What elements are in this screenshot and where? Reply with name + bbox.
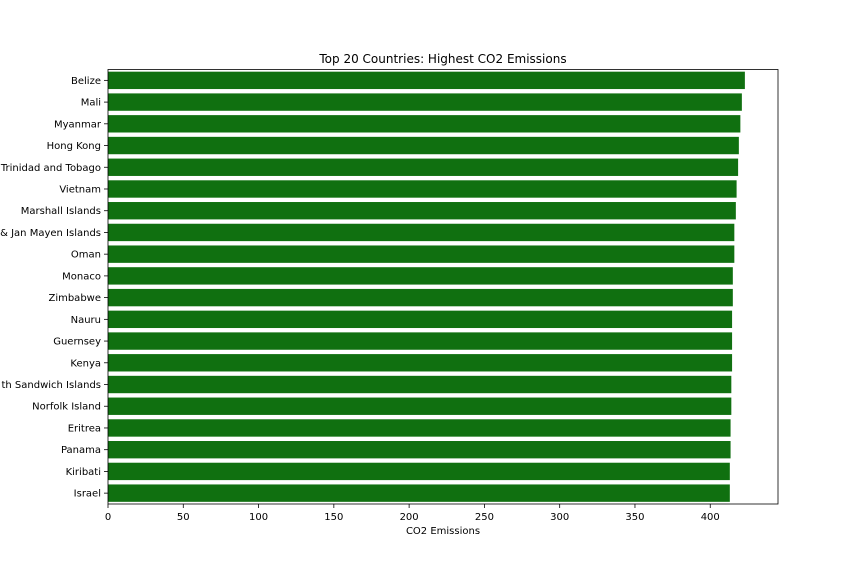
x-axis-label: CO2 Emissions — [406, 526, 480, 537]
x-tick-label: 200 — [400, 512, 419, 523]
y-tick-label: Israel — [74, 489, 101, 500]
bar — [108, 71, 745, 90]
y-tick-label: Vietnam — [59, 184, 101, 195]
y-tick-label: Myanmar — [54, 119, 102, 130]
x-tick-label: 400 — [701, 512, 720, 523]
y-tick-label: Monaco — [62, 271, 101, 282]
bar — [108, 136, 739, 155]
x-tick-label: 0 — [105, 512, 111, 523]
bars-group — [108, 71, 745, 502]
y-tick-label: Eritrea — [68, 423, 101, 434]
x-axis-ticks: 0 50 100 150 200 250 300 350 400 — [105, 504, 720, 523]
x-tick-label: 350 — [625, 512, 644, 523]
y-tick-label: & Jan Mayen Islands — [0, 228, 101, 239]
y-tick-label: Kiribati — [66, 467, 101, 478]
bar — [108, 332, 733, 350]
y-tick-label: Guernsey — [53, 337, 101, 348]
x-tick-label: 300 — [550, 512, 569, 523]
y-tick-label: Marshall Islands — [21, 206, 101, 217]
bar — [108, 223, 735, 242]
y-tick-label: Zimbabwe — [48, 293, 101, 304]
bar — [108, 419, 731, 437]
plot-frame — [107, 69, 779, 505]
bar — [108, 267, 733, 285]
y-tick-labels: Belize Mali Myanmar Hong Kong Trinidad and T… — [0, 76, 108, 500]
bar — [108, 93, 742, 111]
y-tick-label: Trinidad and Tobago — [0, 163, 101, 174]
x-tick-label: 250 — [475, 512, 494, 523]
bar — [108, 375, 732, 394]
bar — [108, 440, 731, 459]
bar — [108, 180, 737, 198]
bar — [108, 484, 730, 502]
y-tick-label: Hong Kong — [47, 141, 101, 152]
bar — [108, 158, 739, 176]
x-tick-label: 100 — [249, 512, 268, 523]
y-tick-label: Norfolk Island — [32, 402, 101, 413]
bar — [108, 202, 736, 220]
bar — [108, 462, 730, 481]
bar — [108, 310, 733, 329]
y-tick-label: Nauru — [71, 315, 101, 326]
x-tick-label: 150 — [324, 512, 343, 523]
y-tick-label: Mali — [81, 98, 101, 109]
y-tick-label: Belize — [71, 76, 101, 87]
y-tick-label: Kenya — [70, 358, 101, 369]
y-tick-label: Oman — [71, 250, 101, 261]
chart-title: Top 20 Countries: Highest CO2 Emissions — [318, 52, 566, 66]
x-tick-label: 50 — [177, 512, 190, 523]
bar — [108, 245, 735, 263]
bar — [108, 354, 733, 372]
y-tick-label: Panama — [61, 445, 101, 456]
bar — [108, 115, 741, 133]
y-tick-label: th Sandwich Islands — [1, 380, 101, 391]
bar — [108, 288, 733, 307]
bar — [108, 397, 732, 415]
